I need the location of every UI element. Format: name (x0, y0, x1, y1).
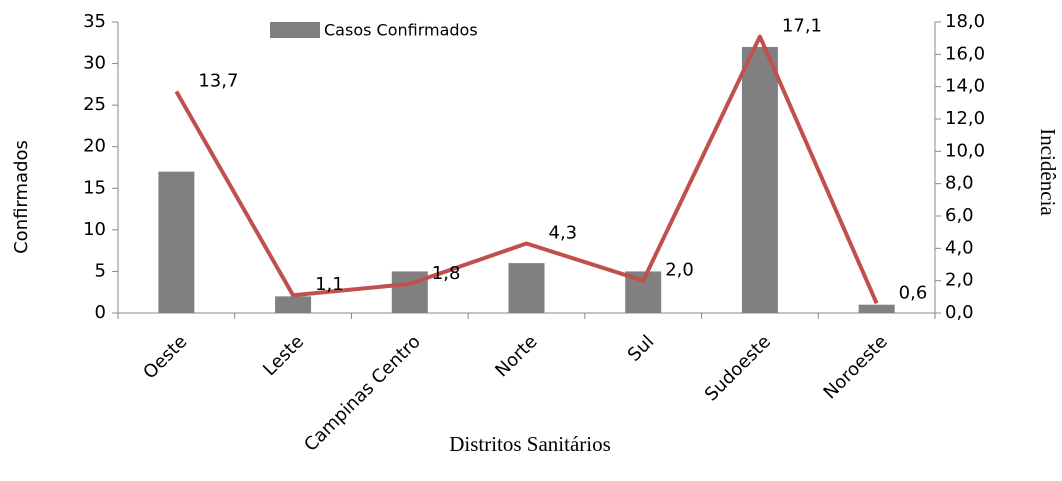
y-tick-label: 10 (83, 219, 106, 240)
data-label: 4,3 (549, 222, 578, 243)
x-axis-title: Distritos Sanitários (449, 432, 611, 456)
x-tick-label: Norte (491, 331, 541, 381)
legend-label: Casos Confirmados (324, 21, 478, 40)
y2-tick-label: 8,0 (945, 173, 974, 194)
data-label: 2,0 (665, 260, 694, 281)
x-tick-label: Sul (624, 331, 659, 366)
y-tick-label: 20 (83, 136, 106, 157)
y2-tick-label: 2,0 (945, 270, 974, 291)
x-tick-label: Oeste (139, 331, 191, 383)
x-tick-label: Sudoeste (701, 331, 775, 405)
y-tick-label: 30 (83, 53, 106, 74)
y-axis-title: Confirmados (11, 140, 32, 254)
bar (741, 46, 778, 313)
y2-tick-label: 10,0 (945, 140, 985, 161)
y2-tick-label: 12,0 (945, 108, 985, 129)
y-tick-label: 25 (83, 94, 106, 115)
bar (858, 304, 895, 313)
x-tick-label: Campinas Centro (300, 331, 425, 456)
legend-swatch (270, 22, 320, 38)
line (174, 34, 879, 305)
y-tick-label: 35 (83, 11, 106, 32)
y2-tick-label: 6,0 (945, 205, 974, 226)
data-label: 1,8 (432, 263, 461, 284)
y2-tick-label: 14,0 (945, 76, 985, 97)
bar (275, 296, 312, 313)
data-label: 17,1 (782, 16, 822, 37)
data-label: 13,7 (198, 71, 238, 92)
bar (158, 171, 195, 313)
y2-axis-title: Incidência (1036, 128, 1060, 216)
y2-tick-label: 18,0 (945, 11, 985, 32)
y2-tick-label: 0,0 (945, 302, 974, 323)
x-tick-label: Leste (259, 331, 308, 380)
x-tick-label: Noroeste (820, 331, 892, 403)
y2-tick-label: 16,0 (945, 43, 985, 64)
y2-tick-label: 4,0 (945, 237, 974, 258)
y-tick-label: 0 (95, 302, 106, 323)
y-tick-label: 5 (95, 260, 106, 281)
y-tick-label: 15 (83, 177, 106, 198)
data-label: 0,6 (899, 282, 928, 303)
data-label: 1,1 (315, 274, 344, 295)
bar (508, 263, 545, 313)
